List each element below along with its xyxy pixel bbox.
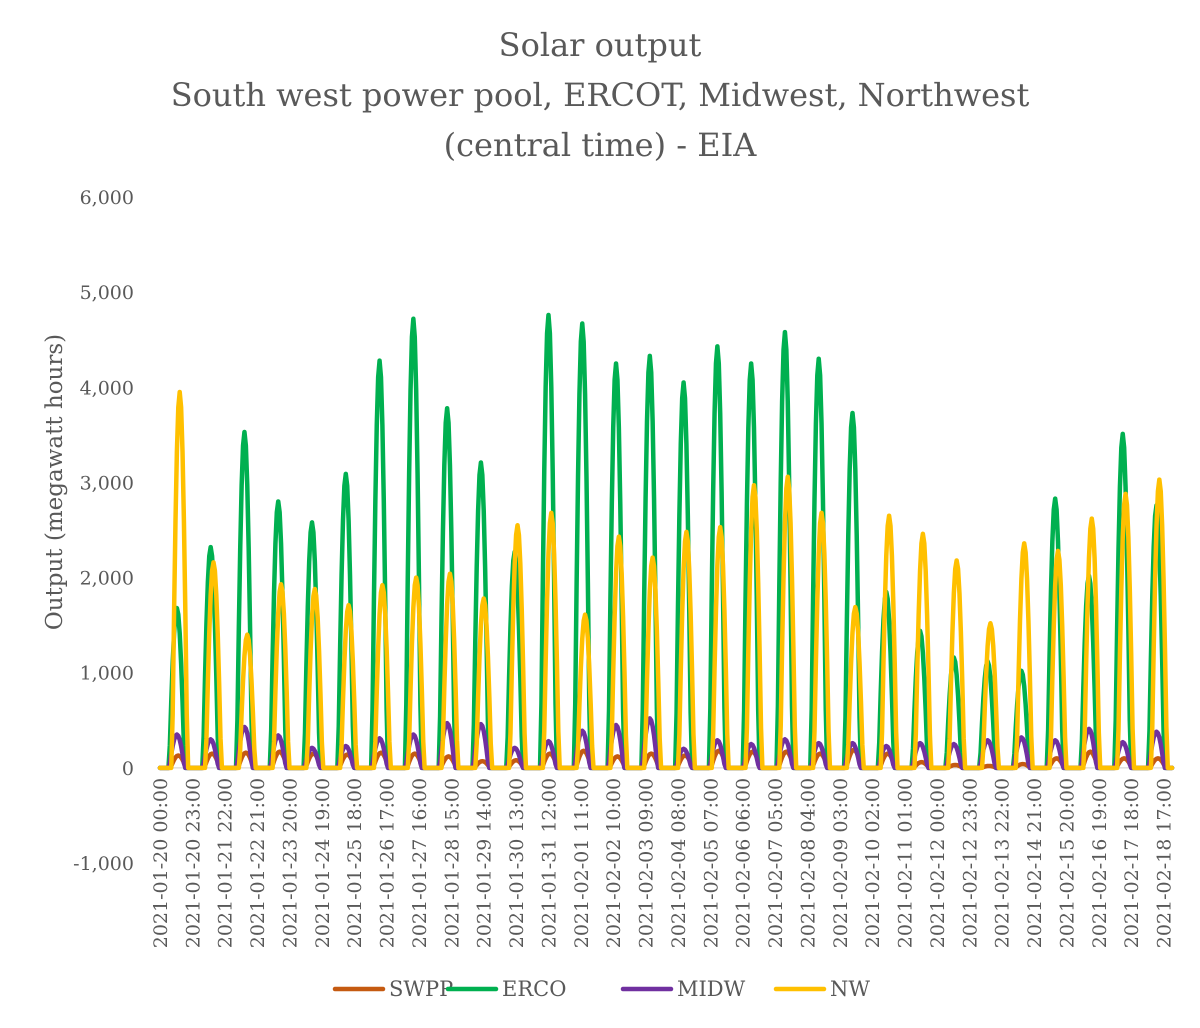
legend-label-nw: NW — [830, 977, 870, 1001]
x-tick-label: 2021-02-09 03:00 — [830, 778, 852, 948]
legend: SWPP ERCO MIDW NW — [332, 977, 870, 1001]
x-tick-label: 2021-02-13 22:00 — [992, 778, 1014, 948]
series-line-midw — [157, 716, 1175, 771]
x-tick-label: 2021-01-28 15:00 — [441, 778, 463, 948]
x-tick-label: 2021-02-15 20:00 — [1056, 778, 1078, 948]
y-axis-ticks: -1,000 0 1,000 2,000 3,000 4,000 5,000 6,000 — [73, 187, 134, 875]
x-tick-label: 2021-02-12 00:00 — [927, 778, 949, 948]
x-tick-label: 2021-02-17 18:00 — [1121, 778, 1143, 948]
y-tick-label: 4,000 — [80, 377, 134, 399]
x-tick-label: 2021-02-07 05:00 — [765, 778, 787, 948]
x-tick-label: 2021-01-21 22:00 — [215, 778, 237, 948]
x-tick-label: 2021-02-12 23:00 — [959, 778, 981, 948]
y-tick-label: 2,000 — [80, 568, 134, 590]
y-tick-label: 0 — [122, 758, 134, 780]
series-line-swpp — [157, 747, 1175, 771]
x-tick-label: 2021-01-30 13:00 — [506, 778, 528, 948]
x-tick-label: 2021-02-01 11:00 — [571, 778, 593, 948]
y-tick-label: -1,000 — [73, 853, 134, 875]
x-tick-label: 2021-01-20 00:00 — [150, 778, 172, 948]
x-tick-label: 2021-01-29 14:00 — [474, 778, 496, 948]
y-tick-label: 3,000 — [80, 472, 134, 494]
y-tick-label: 1,000 — [80, 663, 134, 685]
y-tick-label: 5,000 — [80, 282, 134, 304]
x-tick-label: 2021-01-26 17:00 — [377, 778, 399, 948]
chart-title-line-3: (central time) - EIA — [444, 126, 758, 164]
x-tick-label: 2021-02-08 04:00 — [798, 778, 820, 948]
x-tick-label: 2021-01-23 20:00 — [280, 778, 302, 948]
x-tick-label: 2021-01-22 21:00 — [247, 778, 269, 948]
x-tick-label: 2021-02-05 07:00 — [700, 778, 722, 948]
x-tick-label: 2021-02-03 09:00 — [636, 778, 658, 948]
x-tick-label: 2021-02-16 19:00 — [1089, 778, 1111, 948]
x-tick-label: 2021-02-10 02:00 — [862, 778, 884, 948]
x-tick-label: 2021-02-11 01:00 — [895, 778, 917, 948]
y-tick-label: 6,000 — [80, 187, 134, 209]
legend-label-erco: ERCO — [502, 977, 566, 1001]
x-tick-label: 2021-01-24 19:00 — [312, 778, 334, 948]
series-line-nw — [157, 389, 1175, 771]
x-tick-label: 2021-02-02 10:00 — [603, 778, 625, 948]
x-tick-label: 2021-01-20 23:00 — [182, 778, 204, 948]
x-tick-label: 2021-02-04 08:00 — [668, 778, 690, 948]
chart-title-line-2: South west power pool, ERCOT, Midwest, N… — [171, 76, 1030, 114]
legend-label-midw: MIDW — [677, 977, 746, 1001]
x-tick-label: 2021-01-27 16:00 — [409, 778, 431, 948]
x-axis-ticks: 2021-01-20 00:00 2021-01-20 23:00 2021-01-… — [150, 778, 1176, 948]
y-axis-title: Output (megawatt hours) — [42, 334, 68, 630]
x-tick-label: 2021-02-18 17:00 — [1154, 778, 1176, 948]
chart-title-line-1: Solar output — [499, 26, 702, 64]
x-tick-label: 2021-01-25 18:00 — [344, 778, 366, 948]
x-tick-label: 2021-01-31 12:00 — [539, 778, 561, 948]
legend-label-swpp: SWPP — [389, 977, 453, 1001]
chart-title: Solar output South west power pool, ERCO… — [171, 26, 1030, 164]
plot-area — [157, 312, 1175, 771]
x-tick-label: 2021-02-14 21:00 — [1024, 778, 1046, 948]
x-tick-label: 2021-02-06 06:00 — [733, 778, 755, 948]
